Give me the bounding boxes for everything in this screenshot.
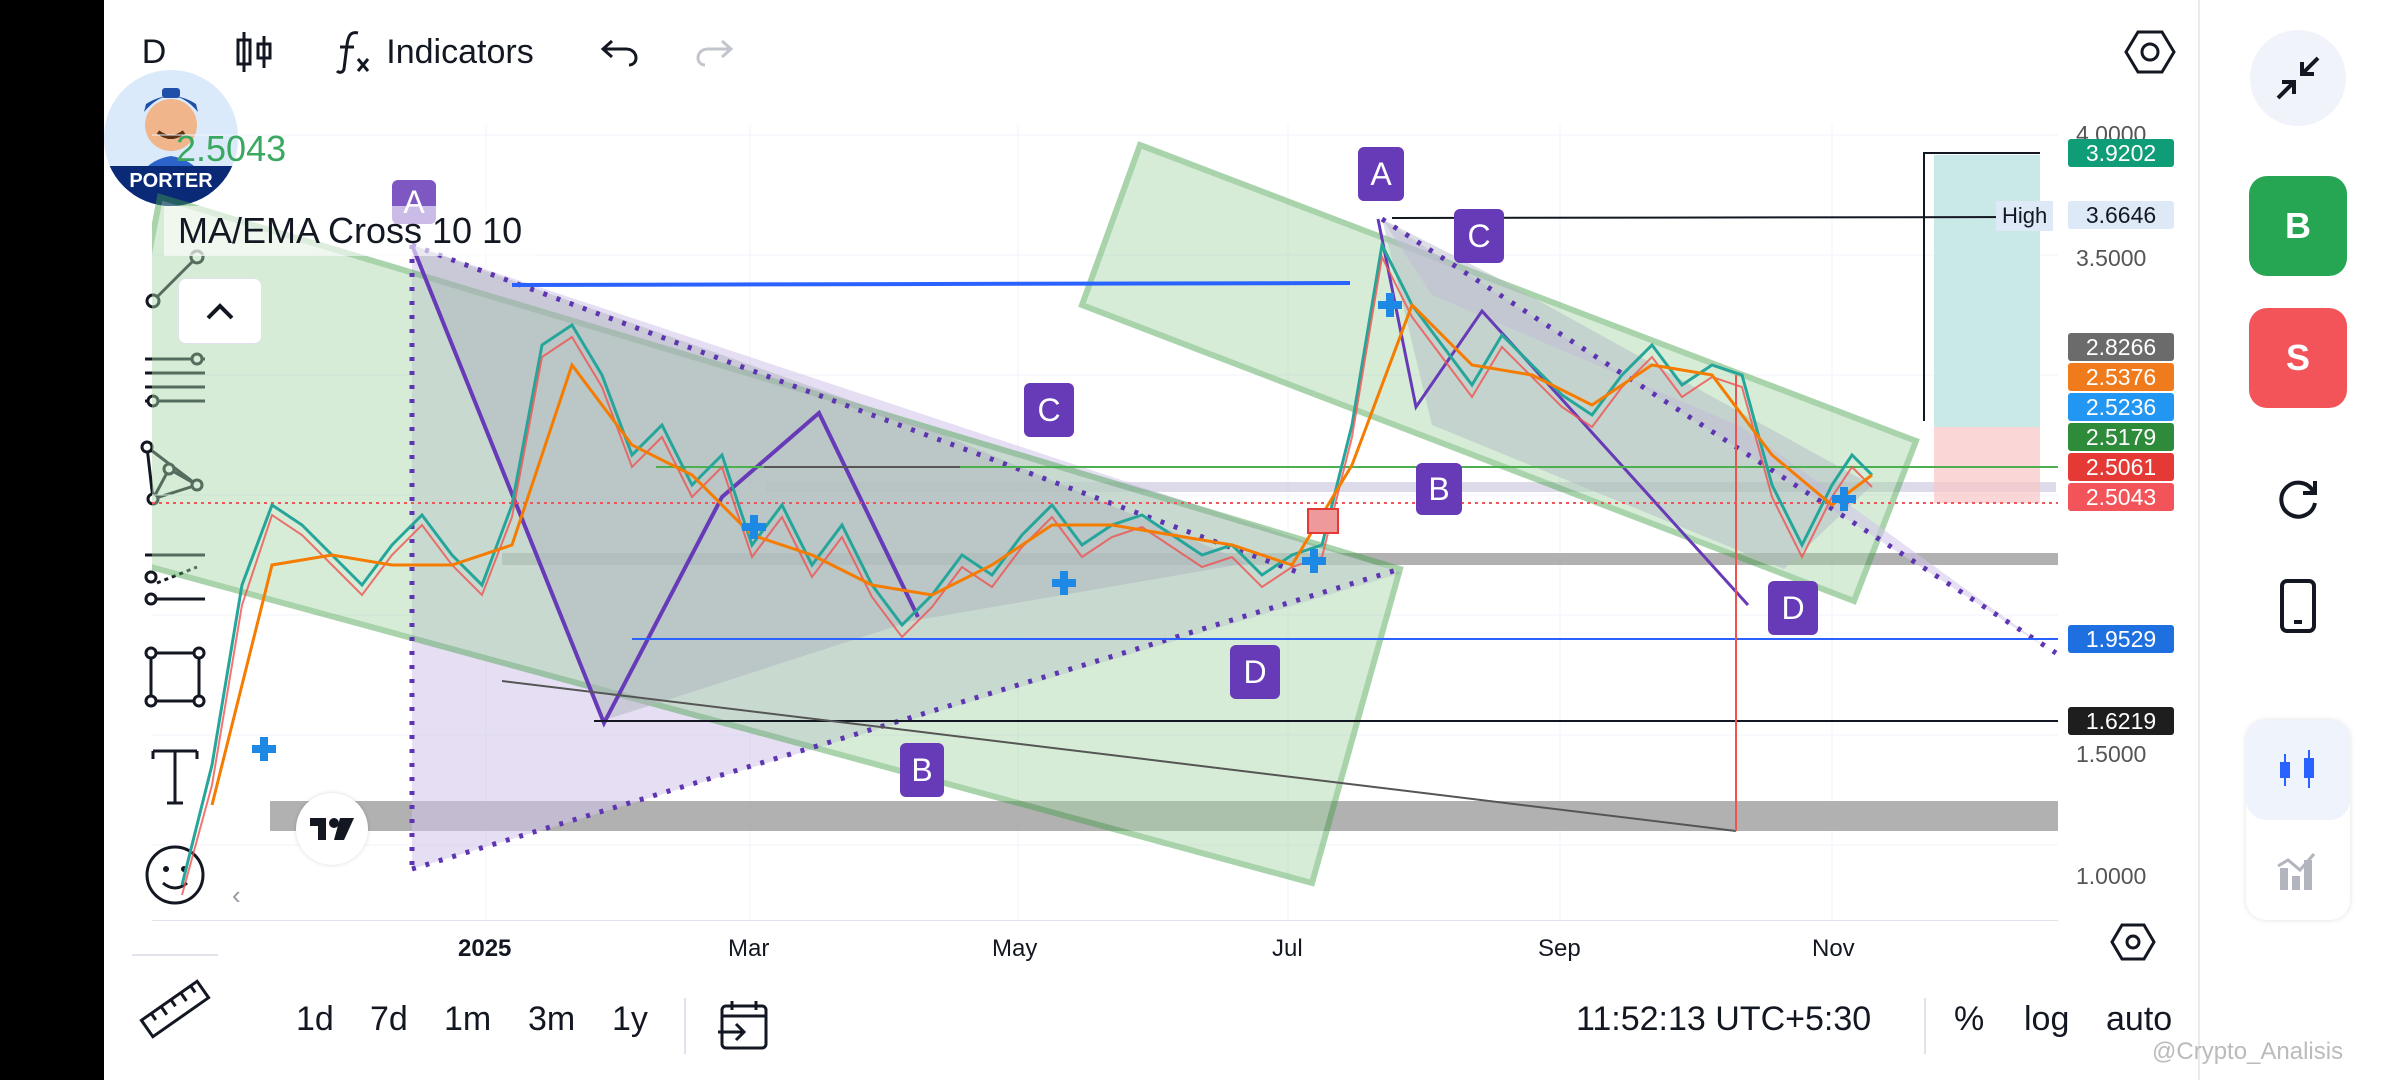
range-1m[interactable]: 1m xyxy=(444,1000,492,1038)
pattern-label-right-d[interactable]: D xyxy=(1768,581,1818,635)
price-label: 1.6219 xyxy=(2068,707,2174,735)
sell-button[interactable]: S xyxy=(2249,308,2347,408)
indicators-label: Indicators xyxy=(386,32,534,71)
price-label: 2.8266 xyxy=(2068,333,2174,361)
price-label: 3.9202 xyxy=(2068,139,2174,167)
time-tick: Mar xyxy=(728,935,770,962)
chevron-up-icon xyxy=(206,303,234,320)
time-tick: Jul xyxy=(1272,935,1303,962)
function-icon[interactable] xyxy=(332,24,376,80)
watermark: @Crypto_Analisis xyxy=(2152,1038,2344,1065)
rectangle-tool-icon[interactable] xyxy=(132,634,218,720)
interval-label: D xyxy=(141,32,167,71)
range-3m[interactable]: 3m xyxy=(528,1000,576,1038)
left-black-bar xyxy=(0,0,104,1080)
toolbar-divider xyxy=(132,954,218,956)
time-tick: Sep xyxy=(1538,935,1581,962)
price-tick: 3.5000 xyxy=(2076,245,2147,271)
chart-pane[interactable]: A B C D A B C D xyxy=(152,125,2058,920)
clock-timezone[interactable]: 11:52:13 UTC+5:30 xyxy=(1576,1000,1872,1038)
undo-icon[interactable] xyxy=(598,24,642,80)
pattern-label-right-c[interactable]: C xyxy=(1454,209,1504,263)
candles-icon[interactable] xyxy=(228,24,280,80)
avatar[interactable]: PORTER xyxy=(104,70,238,206)
pattern-label-left-d[interactable]: D xyxy=(1230,645,1280,699)
price-label: 2.5376 xyxy=(2068,363,2174,391)
legend-collapse-button[interactable] xyxy=(178,278,262,344)
collapse-toolbar-icon[interactable]: ‹ xyxy=(232,880,241,910)
volume-mode-icon[interactable] xyxy=(2246,820,2350,920)
log-toggle[interactable]: log xyxy=(2024,1000,2070,1038)
price-label: 2.5236 xyxy=(2068,393,2174,421)
ruler-tool-icon[interactable] xyxy=(132,966,218,1052)
exit-fullscreen-icon[interactable] xyxy=(2250,30,2346,126)
refresh-icon[interactable] xyxy=(2272,474,2324,526)
price-label: 1.9529 xyxy=(2068,625,2174,653)
price-label: 2.5043 xyxy=(2068,483,2174,511)
settings-hexagon-icon[interactable] xyxy=(2124,24,2176,80)
pattern-tool-icon[interactable] xyxy=(132,432,218,518)
forecast-tool-icon[interactable] xyxy=(132,534,218,620)
time-tick: 2025 xyxy=(458,935,512,962)
pattern-label-left-b[interactable]: B xyxy=(900,743,944,797)
pattern-label-right-a[interactable]: A xyxy=(1358,147,1404,201)
legend-price: 2.5043 xyxy=(176,128,287,169)
candles-mode-icon[interactable] xyxy=(2246,720,2350,820)
buy-button[interactable]: B xyxy=(2249,176,2347,276)
range-1d[interactable]: 1d xyxy=(296,1000,334,1038)
tradingview-logo[interactable] xyxy=(296,793,368,865)
price-scale[interactable]: 4.0000 3.5000 1.5000 1.0000 3.9202 High … xyxy=(1996,121,2206,920)
time-tick: May xyxy=(992,935,1038,962)
price-tick: 1.0000 xyxy=(2076,863,2147,889)
price-label: 2.5179 xyxy=(2068,423,2174,451)
pattern-label-left-c[interactable]: C xyxy=(1024,383,1074,437)
price-label: 2.5061 xyxy=(2068,453,2174,481)
auto-toggle[interactable]: auto xyxy=(2106,1000,2173,1038)
redo-icon[interactable] xyxy=(692,24,736,80)
avatar-label: PORTER xyxy=(129,170,213,192)
price-tick: 1.5000 xyxy=(2076,741,2147,767)
bottom-divider xyxy=(684,998,686,1054)
fib-retracement-tool-icon[interactable] xyxy=(132,336,218,422)
range-1y[interactable]: 1y xyxy=(612,1000,648,1038)
price-label: 3.6646 xyxy=(2068,201,2174,229)
pattern-label-right-b[interactable]: B xyxy=(1416,463,1462,515)
indicators-button[interactable]: Indicators xyxy=(386,24,533,80)
goto-date-icon[interactable] xyxy=(716,998,772,1054)
percent-toggle[interactable]: % xyxy=(1954,1000,1985,1038)
chart-type-switcher xyxy=(2246,720,2350,920)
indicator-legend[interactable]: MA/EMA Cross 10 10 xyxy=(164,206,537,256)
chart-canvas xyxy=(152,125,2058,920)
high-label: High xyxy=(1996,201,2054,231)
interval-button[interactable]: D xyxy=(136,24,172,80)
bottom-divider xyxy=(1924,998,1926,1054)
text-tool-icon[interactable] xyxy=(132,734,218,820)
time-tick: Nov xyxy=(1812,935,1855,962)
scale-settings-icon[interactable] xyxy=(2110,922,2162,968)
phone-icon[interactable] xyxy=(2276,576,2320,636)
range-7d[interactable]: 7d xyxy=(370,1000,408,1038)
time-scale[interactable]: 2025 Mar May Jul Sep Nov xyxy=(152,920,2058,976)
